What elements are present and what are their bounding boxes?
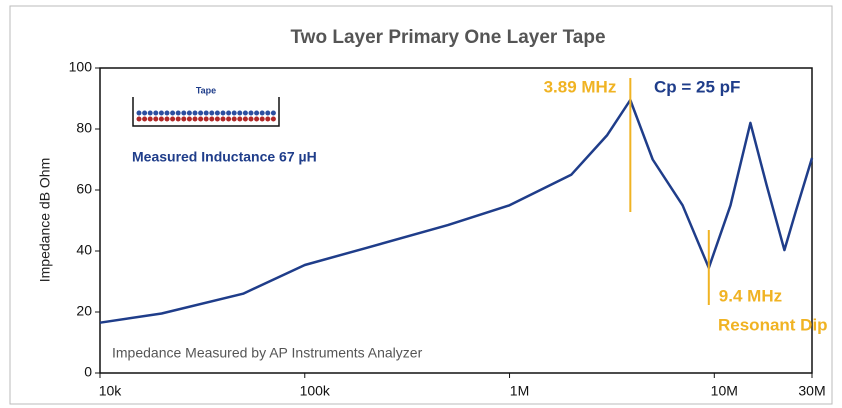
winding-dot <box>232 117 237 122</box>
winding-dot <box>170 117 175 122</box>
winding-dot <box>187 111 192 116</box>
winding-dot <box>260 117 265 122</box>
page: {"chart_data": { "type": "line", "title"… <box>0 0 842 408</box>
y-tick-label: 80 <box>76 120 92 136</box>
marker-label: 3.89 MHz <box>544 77 617 96</box>
winding-dot <box>181 117 186 122</box>
winding-dot <box>159 117 164 122</box>
winding-dot <box>176 111 181 116</box>
winding-dot <box>204 111 209 116</box>
winding-dot <box>271 117 276 122</box>
winding-dot <box>198 111 203 116</box>
winding-dot <box>142 111 147 116</box>
winding-dot <box>215 117 220 122</box>
winding-dot <box>193 117 198 122</box>
winding-dot <box>209 117 214 122</box>
inductance-note: Measured Inductance 67 µH <box>132 149 317 165</box>
winding-dot <box>260 111 265 116</box>
winding-dot <box>221 117 226 122</box>
chart-title: Two Layer Primary One Layer Tape <box>290 27 605 48</box>
winding-dot <box>198 117 203 122</box>
winding-dot <box>176 117 181 122</box>
winding-dot <box>153 117 158 122</box>
winding-dot <box>237 117 242 122</box>
marker-label: 9.4 MHz <box>719 286 782 305</box>
inset-label: Tape <box>196 85 216 95</box>
winding-dot <box>137 117 142 122</box>
winding-dot <box>254 117 259 122</box>
winding-dot <box>159 111 164 116</box>
winding-dot <box>165 117 170 122</box>
winding-dot <box>271 111 276 116</box>
y-axis-label: Impedance dB Ohm <box>37 158 53 283</box>
winding-dot <box>254 111 259 116</box>
capacitance-note: Cp = 25 pF <box>654 77 740 96</box>
x-tick-label: 10k <box>99 383 123 399</box>
winding-dot <box>243 111 248 116</box>
winding-dot <box>193 111 198 116</box>
winding-dot <box>226 111 231 116</box>
y-tick-label: 100 <box>69 59 93 75</box>
winding-dot <box>237 111 242 116</box>
y-tick-label: 20 <box>76 303 92 319</box>
winding-dot <box>249 117 254 122</box>
x-tick-label: 100k <box>300 383 331 399</box>
winding-dot <box>137 111 142 116</box>
winding-dot <box>265 117 270 122</box>
winding-dot <box>221 111 226 116</box>
chart: Two Layer Primary One Layer Tape Impedan… <box>0 0 842 408</box>
x-tick-label: 30M <box>798 383 825 399</box>
y-tick-label: 60 <box>76 181 92 197</box>
winding-dot <box>142 117 147 122</box>
x-tick-label: 10M <box>711 383 738 399</box>
source-note: Impedance Measured by AP Instruments Ana… <box>112 345 423 361</box>
winding-dot <box>243 117 248 122</box>
winding-dot <box>232 111 237 116</box>
dip-note: Resonant Dip <box>718 315 828 334</box>
winding-dot <box>204 117 209 122</box>
winding-dot <box>265 111 270 116</box>
winding-dot <box>209 111 214 116</box>
winding-dot <box>226 117 231 122</box>
y-tick-label: 40 <box>76 242 92 258</box>
winding-dot <box>148 111 153 116</box>
winding-dot <box>153 111 158 116</box>
winding-dot <box>165 111 170 116</box>
winding-dot <box>249 111 254 116</box>
winding-dot <box>181 111 186 116</box>
winding-dot <box>215 111 220 116</box>
y-tick-label: 0 <box>84 364 92 380</box>
winding-dot <box>187 117 192 122</box>
winding-dot <box>148 117 153 122</box>
winding-dot <box>170 111 175 116</box>
x-tick-label: 1M <box>510 383 529 399</box>
